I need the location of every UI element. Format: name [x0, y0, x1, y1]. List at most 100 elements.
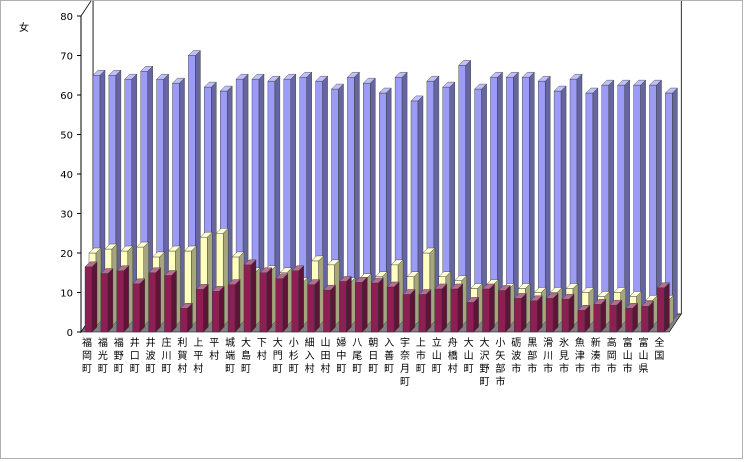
bar	[116, 265, 130, 333]
x-tick-label: 市	[623, 362, 633, 375]
bar	[164, 270, 177, 333]
bar	[259, 267, 273, 333]
bar	[601, 79, 615, 321]
x-tick-label: 町	[384, 364, 394, 375]
y-tick-label: 60	[60, 91, 73, 102]
x-tick-label: 中	[336, 349, 346, 362]
x-tick-label: 大	[480, 336, 490, 349]
x-tick-label: 部	[495, 362, 505, 375]
x-tick-label: 福	[82, 336, 92, 349]
x-tick-label: 国	[654, 350, 664, 362]
x-tick-label: 市	[511, 362, 521, 375]
bar	[585, 87, 599, 321]
x-tick-label: 山	[639, 350, 649, 362]
x-tick-label: 川	[162, 351, 172, 362]
x-tick-label: 宇	[400, 336, 410, 349]
x-tick-label: 入	[305, 351, 315, 362]
bar	[561, 293, 575, 333]
x-tick-label: 町	[241, 364, 251, 375]
x-tick-label: 賀	[177, 350, 187, 362]
x-tick-label: 黒	[527, 337, 537, 349]
x-tick-label: 町	[130, 364, 140, 375]
bar	[537, 75, 551, 321]
x-tick-label: 滑	[543, 337, 553, 349]
bar	[609, 299, 623, 333]
y-tick-label: 10	[60, 289, 73, 300]
x-tick-label: 井	[146, 336, 156, 349]
x-tick-label: 富	[639, 336, 649, 349]
x-tick-label: 沢	[480, 349, 490, 362]
x-tick-label: 新	[591, 336, 601, 349]
x-tick-label: 端	[225, 349, 235, 362]
bar	[450, 283, 464, 333]
bar	[172, 77, 185, 321]
x-tick-label: 砺	[511, 337, 521, 349]
x-tick-label: 月	[400, 363, 410, 375]
x-tick-label: 町	[368, 364, 378, 375]
plot-layer: 01020304050607080福岡町福光町福野町井口町井波町庄川町利賀村上平…	[60, 1, 682, 388]
bar	[577, 304, 591, 333]
bar	[625, 302, 639, 333]
bar	[179, 302, 193, 333]
x-tick-label: 市	[591, 362, 601, 375]
x-tick-label: 町	[416, 364, 426, 375]
x-tick-label: 下	[257, 338, 267, 349]
x-tick-label: 町	[464, 364, 474, 375]
bar	[521, 71, 535, 321]
x-tick-label: 福	[98, 336, 108, 349]
x-tick-label: 市	[495, 375, 505, 388]
x-tick-label: 朝	[368, 337, 378, 349]
x-tick-label: 口	[130, 351, 140, 362]
x-tick-label: 井	[130, 336, 140, 349]
x-tick-label: 波	[146, 349, 156, 362]
y-tick-label: 30	[60, 210, 73, 221]
bar	[633, 79, 647, 321]
x-tick-label: 大	[273, 336, 283, 349]
bar	[315, 75, 329, 321]
bar	[370, 277, 384, 333]
bar	[291, 265, 305, 333]
bar	[243, 259, 257, 333]
x-tick-label: 町	[289, 364, 299, 375]
x-tick-label: 高	[607, 336, 617, 349]
y-tick-label: 70	[60, 52, 73, 63]
x-tick-label: 村	[177, 362, 187, 375]
x-tick-label: 村	[209, 349, 219, 362]
bar	[323, 284, 336, 333]
x-tick-label: 氷	[559, 336, 569, 349]
x-tick-label: 入	[384, 338, 394, 349]
x-tick-label: 市	[607, 362, 617, 375]
bar	[108, 69, 122, 321]
bar	[195, 283, 209, 333]
bar	[148, 267, 162, 333]
bar	[187, 50, 201, 321]
bar	[124, 73, 138, 321]
x-tick-label: 村	[305, 362, 315, 375]
x-tick-label: 立	[432, 336, 442, 349]
x-tick-label: 山	[432, 350, 442, 362]
x-tick-label: 門	[273, 350, 283, 362]
bar	[402, 288, 416, 333]
x-tick-label: 舟	[448, 336, 458, 349]
x-tick-label: 小	[289, 337, 299, 349]
x-tick-label: 町	[225, 364, 235, 375]
x-tick-label: 野	[114, 350, 124, 362]
bar	[553, 85, 567, 321]
x-tick-label: 町	[336, 364, 346, 375]
x-tick-label: 町	[98, 364, 108, 375]
x-tick-label: 上	[193, 337, 203, 349]
x-tick-label: 川	[543, 351, 553, 362]
bar	[132, 278, 146, 333]
bar	[617, 79, 631, 321]
x-tick-label: 市	[527, 362, 537, 375]
x-tick-label: 八	[352, 338, 362, 349]
bar	[458, 59, 472, 321]
x-tick-label: 福	[114, 336, 124, 349]
x-tick-label: 庄	[162, 336, 172, 349]
bar	[354, 276, 368, 333]
x-tick-label: 町	[480, 377, 490, 388]
x-tick-label: 細	[305, 336, 315, 349]
bar	[211, 285, 225, 333]
y-tick-label: 20	[60, 249, 73, 260]
